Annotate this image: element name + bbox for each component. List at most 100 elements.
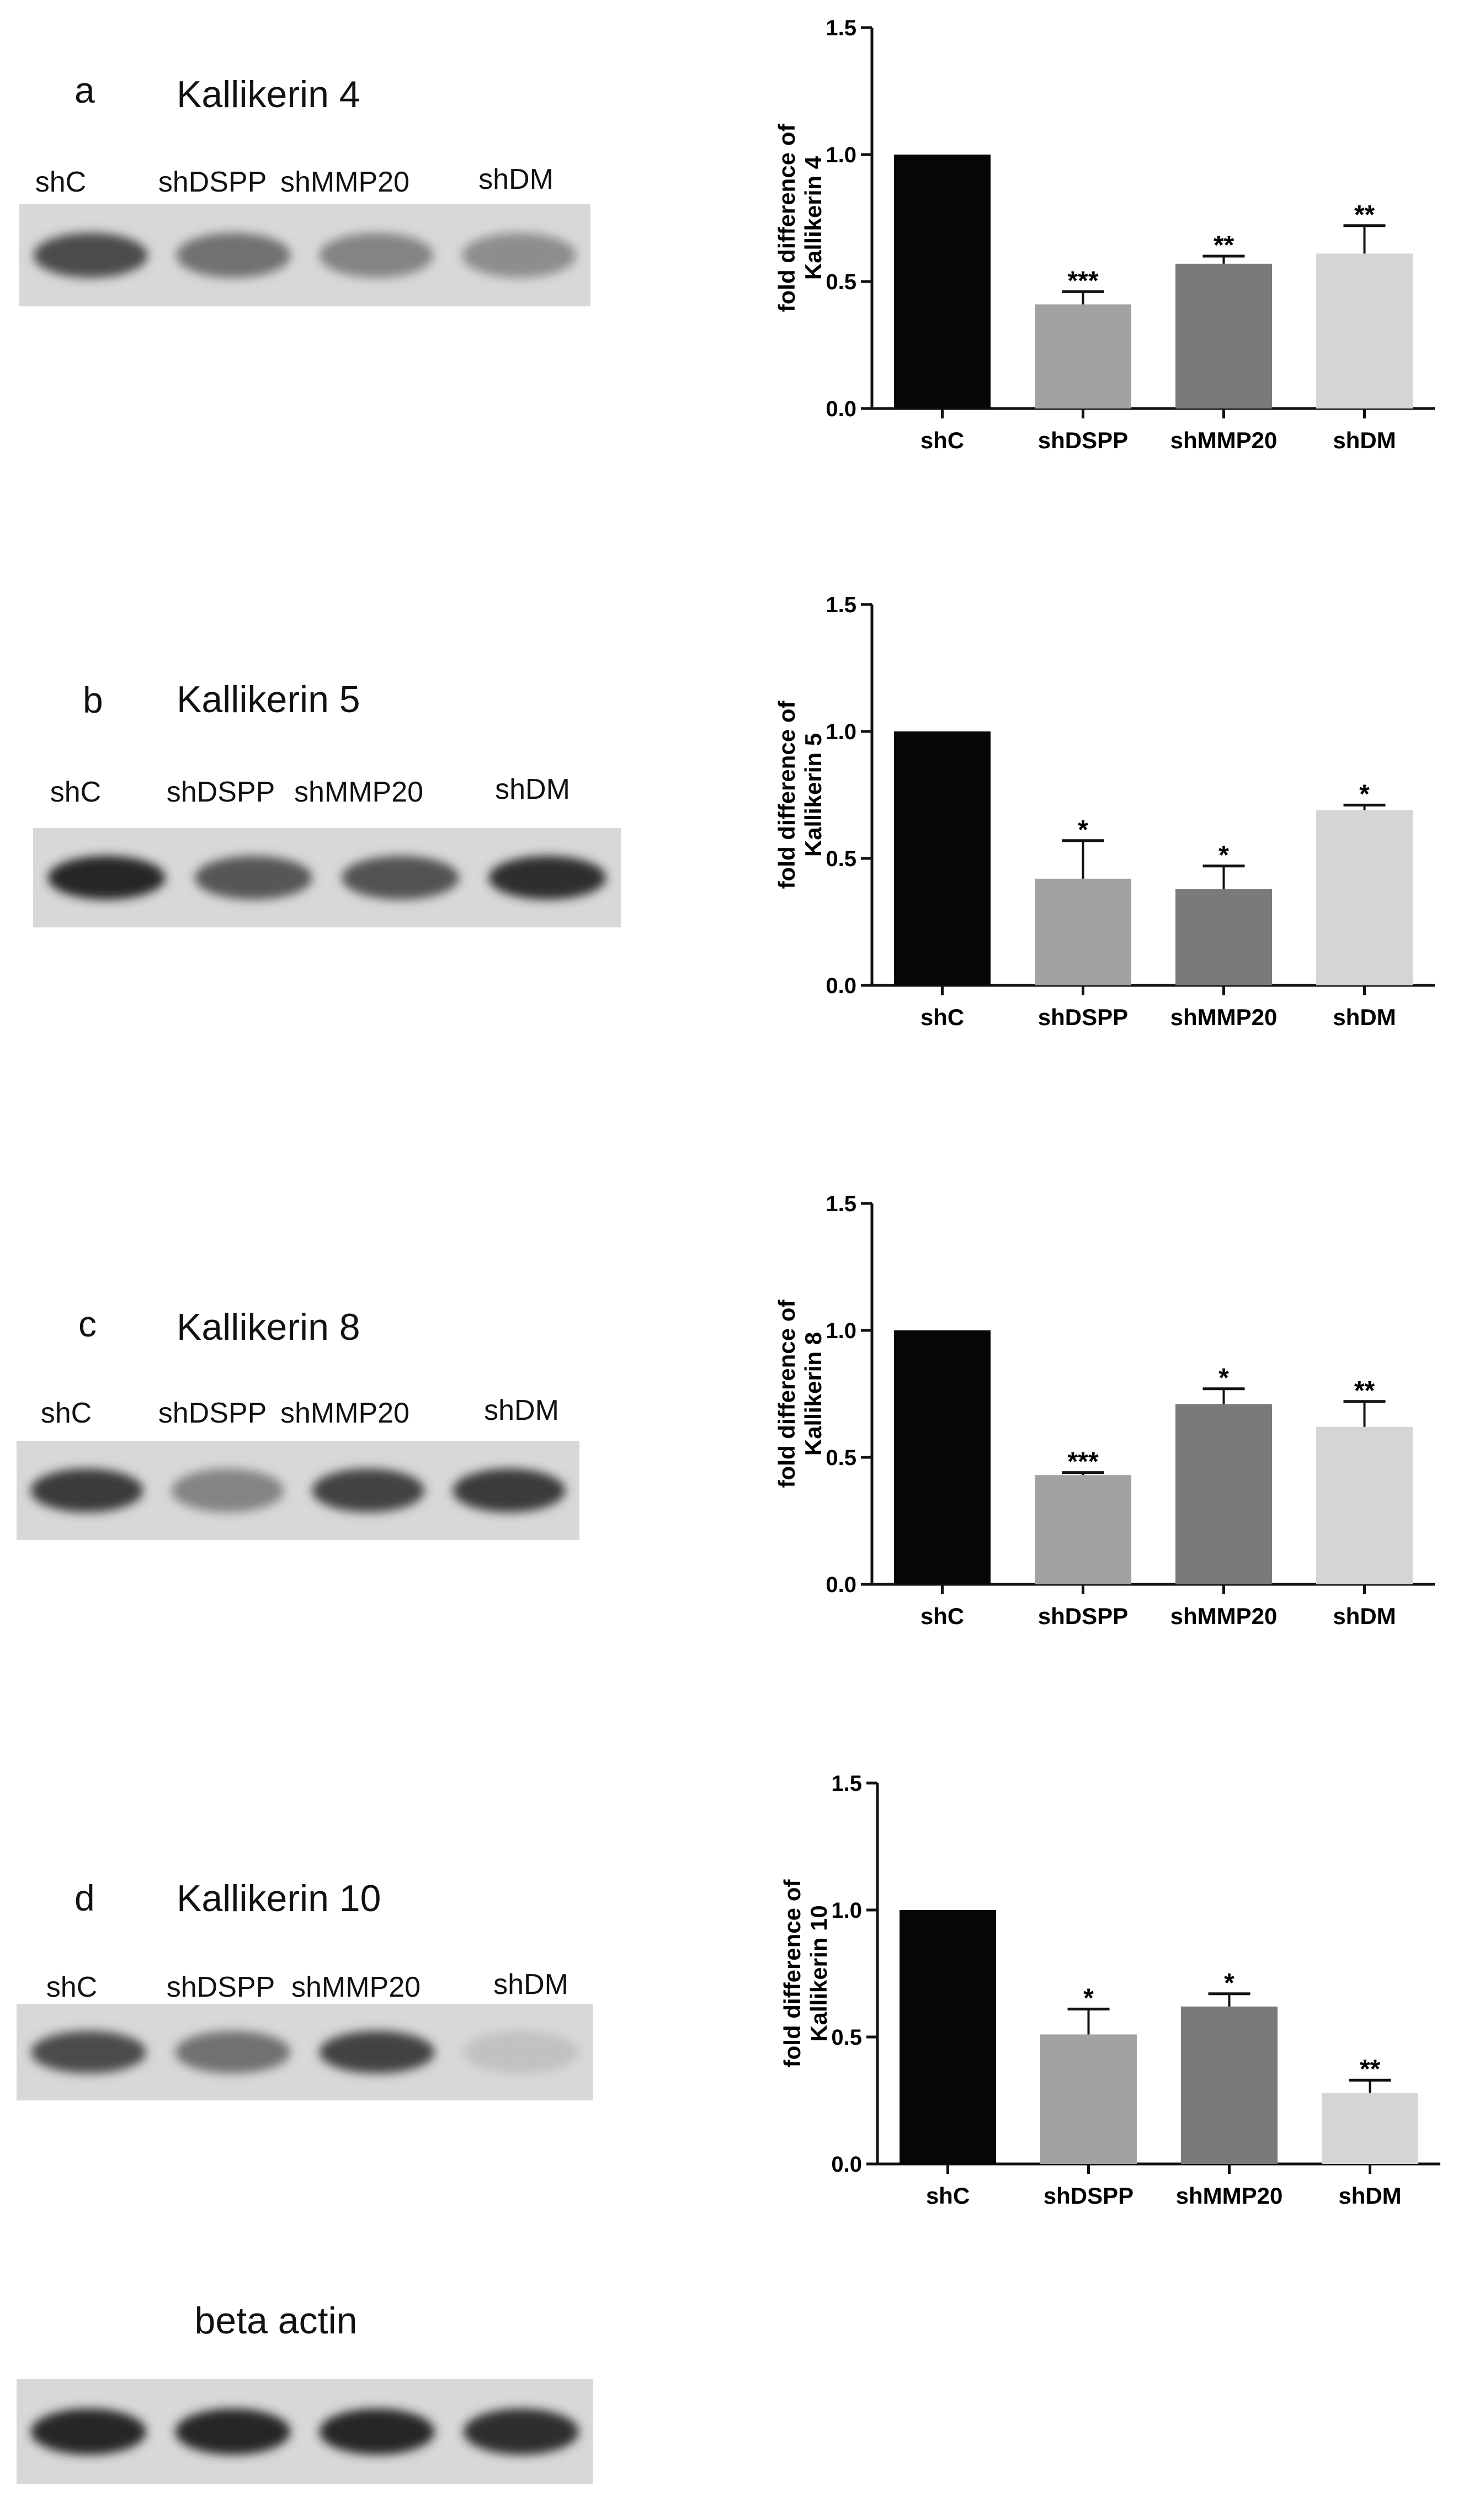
blot-band <box>171 1468 284 1513</box>
bar <box>894 731 991 985</box>
y-axis-label-line: fold difference of <box>774 124 800 312</box>
significance-label: * <box>1083 1983 1094 2013</box>
blot-band <box>453 1468 566 1513</box>
lane-label: shDM <box>484 1394 559 1426</box>
blot-band <box>463 2031 579 2073</box>
y-axis-label-line: fold difference of <box>774 1299 800 1488</box>
actin-blot <box>17 2379 593 2484</box>
bar-chart: fold difference ofKallikerin 4 0.0 0.5 1.0 1… <box>774 16 1435 453</box>
y-tick-label: 1.5 <box>826 1192 856 1216</box>
bar-chart: fold difference ofKallikerin 8 0.0 0.5 1.0 1… <box>774 1192 1435 1629</box>
x-tick-label: shC <box>920 427 964 453</box>
y-tick-label: 0.0 <box>826 974 856 998</box>
bar-chart: fold difference ofKallikerin 5 0.0 0.5 1.0 1… <box>774 593 1435 1030</box>
bar <box>1035 304 1131 408</box>
x-tick-label: shMMP20 <box>1170 1603 1278 1629</box>
lane-label: shMMP20 <box>291 1971 421 2003</box>
bar <box>1035 1475 1131 1584</box>
significance-label: *** <box>1067 266 1098 295</box>
y-axis-label-line: fold difference of <box>774 701 800 889</box>
bar-chart: fold difference ofKallikerin 10 0.0 0.5 1.0… <box>779 1771 1440 2209</box>
x-tick-label: shC <box>920 1004 964 1030</box>
blot-band <box>31 2408 147 2455</box>
significance-label: *** <box>1067 1447 1098 1477</box>
bar <box>1175 1404 1272 1584</box>
significance-label: ** <box>1214 231 1234 260</box>
panel-letter: a <box>75 70 95 110</box>
lane-label: shMMP20 <box>294 776 424 808</box>
blot-band <box>342 856 460 900</box>
y-tick-label: 0.0 <box>826 397 856 421</box>
blot-title: Kallikerin 4 <box>177 73 360 115</box>
lane-label: shDSPP <box>158 1397 267 1429</box>
significance-label: * <box>1224 1969 1234 1998</box>
bar <box>900 1910 996 2164</box>
panel-letter: b <box>83 680 103 720</box>
bar <box>894 1330 991 1584</box>
y-axis-label-line: Kallikerin 10 <box>806 1905 832 2041</box>
lane-label: shDSPP <box>158 166 267 198</box>
blot-title: Kallikerin 5 <box>177 678 360 720</box>
lane-label: shC <box>40 1397 92 1429</box>
y-tick-label: 0.5 <box>826 847 856 871</box>
x-tick-label: shC <box>920 1603 964 1629</box>
bar <box>1316 253 1413 408</box>
bar <box>1040 2034 1137 2164</box>
significance-label: * <box>1218 841 1229 870</box>
blot-band <box>319 2408 435 2455</box>
y-tick-label: 1.5 <box>826 16 856 40</box>
x-tick-label: shDM <box>1333 427 1396 453</box>
x-tick-label: shDM <box>1333 1004 1396 1030</box>
y-axis-label-line: Kallikerin 4 <box>800 156 826 280</box>
bar <box>1035 878 1131 985</box>
y-tick-label: 1.5 <box>826 593 856 617</box>
lane-label: shMMP20 <box>280 166 410 198</box>
x-tick-label: shMMP20 <box>1170 427 1278 453</box>
y-axis-label: fold difference ofKallikerin 4 <box>774 124 826 312</box>
bar <box>1175 889 1272 985</box>
y-tick-label: 1.5 <box>831 1771 862 1796</box>
blot-band <box>194 856 312 900</box>
significance-label: * <box>1359 779 1370 809</box>
lane-label: shDM <box>493 1969 568 2001</box>
blot-band <box>175 2031 291 2073</box>
y-tick-label: 1.0 <box>826 143 856 167</box>
y-axis-label-line: fold difference of <box>779 1879 805 2068</box>
bar <box>1316 810 1413 985</box>
blot-band <box>319 2031 435 2073</box>
y-axis-label: fold difference ofKallikerin 5 <box>774 701 826 889</box>
lane-label: shDM <box>478 163 554 195</box>
y-tick-label: 0.5 <box>826 270 856 294</box>
blot-band <box>47 856 166 900</box>
lane-label: shDM <box>495 773 570 805</box>
x-tick-label: shDSPP <box>1044 2183 1134 2209</box>
x-tick-label: shDSPP <box>1038 1603 1128 1629</box>
blot-band <box>176 232 291 278</box>
western-blot <box>19 204 590 306</box>
y-axis-label: fold difference ofKallikerin 10 <box>779 1879 832 2068</box>
x-tick-label: shC <box>926 2183 970 2209</box>
y-tick-label: 0.5 <box>826 1446 856 1470</box>
y-tick-label: 0.0 <box>826 1573 856 1597</box>
bar <box>1175 263 1272 408</box>
y-tick-label: 0.0 <box>831 2152 862 2177</box>
bar <box>1322 2093 1418 2164</box>
bar <box>1181 2006 1278 2164</box>
lane-label: shC <box>35 166 87 198</box>
lane-label: shDSPP <box>166 776 275 808</box>
panel-letter: d <box>75 1877 95 1918</box>
x-tick-label: shDSPP <box>1038 427 1128 453</box>
lane-label: shC <box>46 1971 98 2003</box>
western-blot <box>17 1441 579 1540</box>
actin-title: beta actin <box>194 2300 358 2342</box>
y-tick-label: 1.0 <box>826 1319 856 1343</box>
x-tick-label: shDM <box>1333 1603 1396 1629</box>
y-tick-label: 0.5 <box>831 2025 862 2050</box>
y-axis-label-line: Kallikerin 5 <box>800 733 826 857</box>
blot-band <box>175 2408 291 2455</box>
blot-band <box>33 232 148 278</box>
lane-label: shDSPP <box>166 1971 275 2003</box>
y-axis-label: fold difference ofKallikerin 8 <box>774 1299 826 1488</box>
y-tick-label: 1.0 <box>826 720 856 744</box>
significance-label: ** <box>1354 200 1375 230</box>
